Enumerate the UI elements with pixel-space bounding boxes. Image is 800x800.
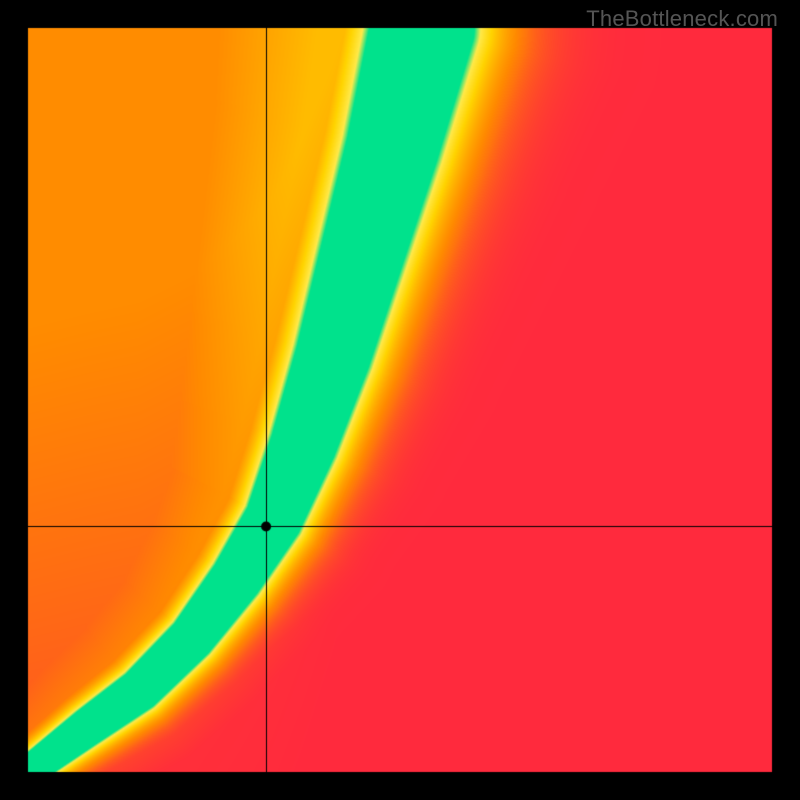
watermark-text: TheBottleneck.com bbox=[586, 6, 778, 32]
chart-container: TheBottleneck.com bbox=[0, 0, 800, 800]
bottleneck-heatmap bbox=[0, 0, 800, 800]
